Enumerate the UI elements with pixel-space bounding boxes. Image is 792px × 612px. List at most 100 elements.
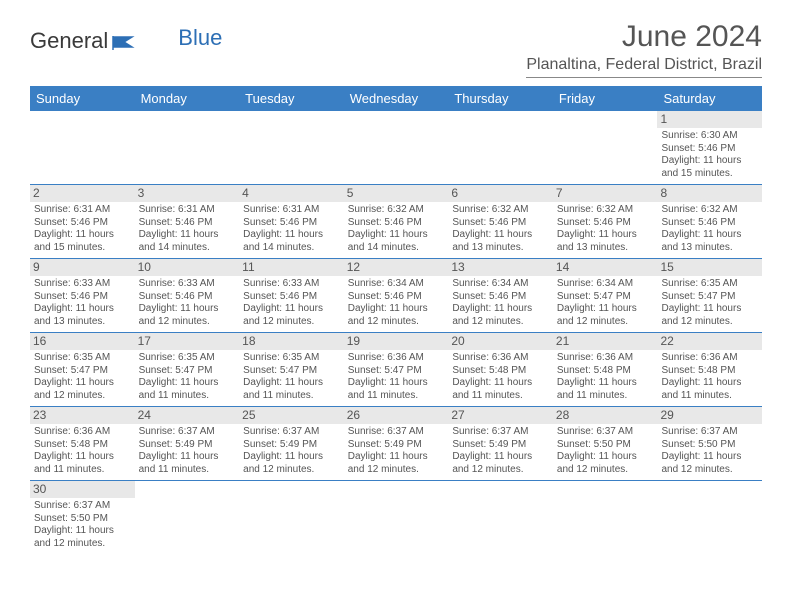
- day-number: 15: [657, 259, 762, 276]
- day-number: 29: [657, 407, 762, 424]
- daylight-text: and 12 minutes.: [243, 464, 340, 477]
- daylight-text: Daylight: 11 hours: [34, 229, 131, 242]
- calendar-cell: 18Sunrise: 6:35 AMSunset: 5:47 PMDayligh…: [239, 333, 344, 406]
- daylight-text: Daylight: 11 hours: [34, 303, 131, 316]
- daylight-text: Daylight: 11 hours: [243, 303, 340, 316]
- sunset-text: Sunset: 5:47 PM: [34, 365, 131, 378]
- day-number: 23: [30, 407, 135, 424]
- sunset-text: Sunset: 5:46 PM: [348, 217, 445, 230]
- sunrise-text: Sunrise: 6:37 AM: [452, 426, 549, 439]
- sunrise-text: Sunrise: 6:32 AM: [452, 204, 549, 217]
- sunset-text: Sunset: 5:50 PM: [661, 439, 758, 452]
- daylight-text: and 12 minutes.: [661, 464, 758, 477]
- sunset-text: Sunset: 5:46 PM: [661, 217, 758, 230]
- daylight-text: and 12 minutes.: [452, 316, 549, 329]
- sunset-text: Sunset: 5:48 PM: [557, 365, 654, 378]
- daylight-text: Daylight: 11 hours: [661, 155, 758, 168]
- calendar-cell: 17Sunrise: 6:35 AMSunset: 5:47 PMDayligh…: [135, 333, 240, 406]
- calendar-cell: [448, 111, 553, 184]
- sunset-text: Sunset: 5:50 PM: [34, 513, 131, 526]
- daylight-text: and 12 minutes.: [557, 316, 654, 329]
- sunset-text: Sunset: 5:48 PM: [34, 439, 131, 452]
- sunrise-text: Sunrise: 6:32 AM: [557, 204, 654, 217]
- calendar-cell: 1Sunrise: 6:30 AMSunset: 5:46 PMDaylight…: [657, 111, 762, 184]
- calendar: Sunday Monday Tuesday Wednesday Thursday…: [30, 86, 762, 554]
- weekday-sat: Saturday: [657, 86, 762, 111]
- calendar-cell: [448, 481, 553, 554]
- daylight-text: Daylight: 11 hours: [452, 377, 549, 390]
- sunset-text: Sunset: 5:46 PM: [348, 291, 445, 304]
- sunset-text: Sunset: 5:46 PM: [557, 217, 654, 230]
- sunrise-text: Sunrise: 6:33 AM: [139, 278, 236, 291]
- daylight-text: and 11 minutes.: [348, 390, 445, 403]
- daylight-text: and 12 minutes.: [34, 538, 131, 551]
- calendar-cell: 14Sunrise: 6:34 AMSunset: 5:47 PMDayligh…: [553, 259, 658, 332]
- sunset-text: Sunset: 5:49 PM: [452, 439, 549, 452]
- weekday-tue: Tuesday: [239, 86, 344, 111]
- calendar-cell: 15Sunrise: 6:35 AMSunset: 5:47 PMDayligh…: [657, 259, 762, 332]
- sunset-text: Sunset: 5:46 PM: [452, 217, 549, 230]
- daylight-text: Daylight: 11 hours: [661, 303, 758, 316]
- daylight-text: and 12 minutes.: [348, 464, 445, 477]
- sunrise-text: Sunrise: 6:34 AM: [452, 278, 549, 291]
- day-number: 7: [553, 185, 658, 202]
- sunset-text: Sunset: 5:48 PM: [452, 365, 549, 378]
- sunset-text: Sunset: 5:48 PM: [661, 365, 758, 378]
- logo-text-general: General: [30, 28, 108, 54]
- calendar-cell: 22Sunrise: 6:36 AMSunset: 5:48 PMDayligh…: [657, 333, 762, 406]
- daylight-text: Daylight: 11 hours: [243, 451, 340, 464]
- daylight-text: and 11 minutes.: [139, 464, 236, 477]
- sunset-text: Sunset: 5:46 PM: [34, 217, 131, 230]
- calendar-cell: [239, 111, 344, 184]
- sunset-text: Sunset: 5:49 PM: [243, 439, 340, 452]
- daylight-text: Daylight: 11 hours: [34, 451, 131, 464]
- calendar-cell: 4Sunrise: 6:31 AMSunset: 5:46 PMDaylight…: [239, 185, 344, 258]
- daylight-text: and 12 minutes.: [34, 390, 131, 403]
- calendar-cell: 6Sunrise: 6:32 AMSunset: 5:46 PMDaylight…: [448, 185, 553, 258]
- sunrise-text: Sunrise: 6:36 AM: [348, 352, 445, 365]
- calendar-row: 30Sunrise: 6:37 AMSunset: 5:50 PMDayligh…: [30, 481, 762, 554]
- calendar-cell: 24Sunrise: 6:37 AMSunset: 5:49 PMDayligh…: [135, 407, 240, 480]
- day-number: 18: [239, 333, 344, 350]
- calendar-row: 1Sunrise: 6:30 AMSunset: 5:46 PMDaylight…: [30, 111, 762, 185]
- calendar-cell: 3Sunrise: 6:31 AMSunset: 5:46 PMDaylight…: [135, 185, 240, 258]
- sunrise-text: Sunrise: 6:33 AM: [243, 278, 340, 291]
- calendar-cell: 7Sunrise: 6:32 AMSunset: 5:46 PMDaylight…: [553, 185, 658, 258]
- calendar-cell: 11Sunrise: 6:33 AMSunset: 5:46 PMDayligh…: [239, 259, 344, 332]
- daylight-text: and 11 minutes.: [243, 390, 340, 403]
- sunrise-text: Sunrise: 6:32 AM: [348, 204, 445, 217]
- daylight-text: and 14 minutes.: [348, 242, 445, 255]
- day-number: 30: [30, 481, 135, 498]
- sunrise-text: Sunrise: 6:35 AM: [34, 352, 131, 365]
- calendar-cell: 2Sunrise: 6:31 AMSunset: 5:46 PMDaylight…: [30, 185, 135, 258]
- daylight-text: Daylight: 11 hours: [348, 303, 445, 316]
- daylight-text: and 11 minutes.: [34, 464, 131, 477]
- sunset-text: Sunset: 5:46 PM: [139, 291, 236, 304]
- calendar-cell: 8Sunrise: 6:32 AMSunset: 5:46 PMDaylight…: [657, 185, 762, 258]
- calendar-cell: [553, 111, 658, 184]
- daylight-text: and 12 minutes.: [139, 316, 236, 329]
- sunrise-text: Sunrise: 6:33 AM: [34, 278, 131, 291]
- calendar-cell: 19Sunrise: 6:36 AMSunset: 5:47 PMDayligh…: [344, 333, 449, 406]
- daylight-text: Daylight: 11 hours: [661, 451, 758, 464]
- daylight-text: Daylight: 11 hours: [139, 229, 236, 242]
- day-number: 14: [553, 259, 658, 276]
- day-number: 26: [344, 407, 449, 424]
- month-title: June 2024: [526, 20, 762, 54]
- daylight-text: Daylight: 11 hours: [557, 377, 654, 390]
- day-number: 13: [448, 259, 553, 276]
- daylight-text: Daylight: 11 hours: [34, 525, 131, 538]
- weekday-sun: Sunday: [30, 86, 135, 111]
- daylight-text: Daylight: 11 hours: [139, 451, 236, 464]
- day-number: 21: [553, 333, 658, 350]
- daylight-text: Daylight: 11 hours: [139, 303, 236, 316]
- day-number: 9: [30, 259, 135, 276]
- daylight-text: Daylight: 11 hours: [348, 229, 445, 242]
- calendar-cell: 5 Sunrise: 6:32 AMSunset: 5:46 PMDaylight…: [344, 185, 449, 258]
- day-number: 5: [344, 185, 449, 202]
- daylight-text: and 12 minutes.: [557, 464, 654, 477]
- title-block: June 2024 Planaltina, Federal District, …: [526, 20, 762, 78]
- calendar-cell: 23Sunrise: 6:36 AMSunset: 5:48 PMDayligh…: [30, 407, 135, 480]
- calendar-cell: 10Sunrise: 6:33 AMSunset: 5:46 PMDayligh…: [135, 259, 240, 332]
- sunrise-text: Sunrise: 6:37 AM: [139, 426, 236, 439]
